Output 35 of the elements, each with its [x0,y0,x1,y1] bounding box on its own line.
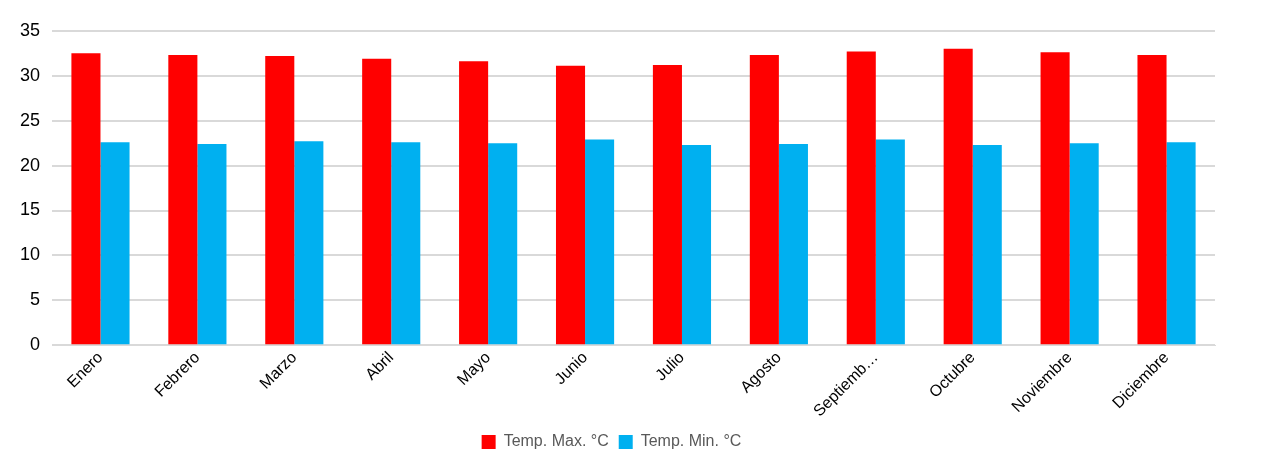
bar [778,144,808,345]
y-tick-label: 0 [30,334,41,355]
bar [100,142,130,345]
y-tick-label: 25 [19,109,41,130]
bar [555,65,586,345]
bar [1069,143,1099,345]
bar [652,64,682,345]
y-tick-label: 5 [30,289,41,310]
bar [1040,52,1070,345]
y-tick-label: 20 [19,154,41,175]
y-tick-label: 30 [19,64,41,85]
bar [1137,55,1167,345]
bar [846,51,876,345]
bar [943,48,973,345]
y-tick-label: 10 [19,244,41,265]
x-tick-label: Julio [651,348,688,384]
bar [294,141,324,345]
bar [265,55,295,345]
bar [875,139,905,345]
bar [459,61,489,345]
bar [488,143,518,345]
bar [168,55,198,345]
bar [197,144,227,345]
bar [585,139,615,345]
y-tick-label: 15 [19,199,41,220]
legend-label: Temp. Max. °C [503,432,609,450]
bar [972,144,1002,345]
bar [1166,142,1196,345]
y-tick-label: 35 [19,19,41,40]
bar [362,58,392,345]
bar [681,144,712,345]
bar [749,55,779,345]
bar [391,142,421,345]
legend-label: Temp. Min. °C [640,432,742,450]
bar [71,53,101,345]
